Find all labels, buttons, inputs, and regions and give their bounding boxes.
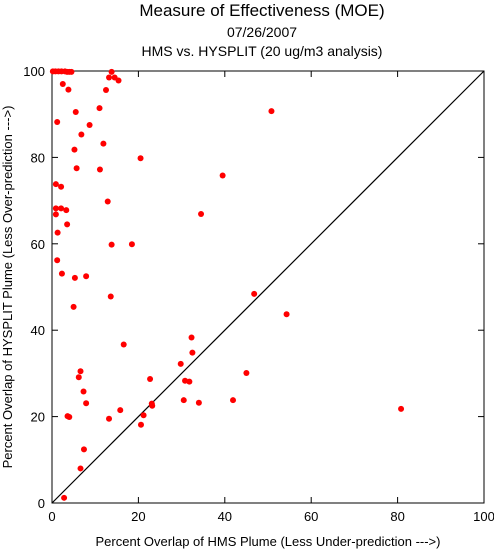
data-point xyxy=(177,360,184,367)
data-point xyxy=(137,421,144,428)
data-point xyxy=(268,108,275,115)
y-tick-label: 20 xyxy=(31,410,45,425)
data-point xyxy=(117,407,124,414)
data-point xyxy=(147,376,154,383)
data-point xyxy=(58,205,65,212)
data-point xyxy=(75,374,82,381)
data-point xyxy=(96,105,103,112)
data-point xyxy=(180,397,187,404)
x-axis-ticks: 0 20 40 60 80 100 xyxy=(48,71,494,524)
plot-area-frame xyxy=(51,70,485,504)
data-point xyxy=(140,412,147,419)
y-tick-label: 100 xyxy=(23,64,45,79)
data-point xyxy=(64,221,71,228)
data-point xyxy=(398,405,405,412)
data-point xyxy=(198,210,205,217)
data-point xyxy=(54,118,61,125)
data-point xyxy=(100,140,107,147)
data-point xyxy=(107,293,114,300)
data-point xyxy=(120,341,127,348)
data-point xyxy=(186,378,193,385)
data-point xyxy=(73,165,80,172)
data-point xyxy=(230,397,237,404)
data-point xyxy=(106,415,113,422)
data-point xyxy=(54,257,61,264)
data-point xyxy=(103,87,109,94)
x-axis-label: Percent Overlap of HMS Plume (Less Under… xyxy=(96,534,441,549)
data-point xyxy=(59,80,66,87)
data-point xyxy=(80,446,87,453)
data-point xyxy=(86,122,93,128)
data-point xyxy=(189,349,196,356)
data-point xyxy=(96,166,103,173)
y-axis-label: Percent Overlap of HYSPLIT Plume (Less O… xyxy=(0,106,15,469)
data-point xyxy=(71,146,78,153)
data-point xyxy=(52,211,59,218)
data-point xyxy=(195,399,202,406)
data-point xyxy=(72,109,79,116)
data-point xyxy=(65,86,72,93)
data-point xyxy=(188,334,195,341)
data-point xyxy=(83,400,90,407)
y-tick-label: 60 xyxy=(31,237,45,252)
data-point xyxy=(66,414,73,421)
data-point xyxy=(219,172,226,179)
data-point xyxy=(251,290,258,297)
x-tick-label: 60 xyxy=(304,509,318,524)
data-point xyxy=(137,155,144,162)
data-point xyxy=(80,388,87,395)
x-tick-label: 40 xyxy=(218,509,232,524)
x-tick-label: 100 xyxy=(473,509,494,524)
x-tick-label: 20 xyxy=(131,509,145,524)
data-point xyxy=(58,270,65,277)
data-point xyxy=(106,74,113,81)
data-point xyxy=(52,205,59,212)
x-tick-label: 80 xyxy=(390,509,404,524)
y-tick-label: 80 xyxy=(31,150,45,165)
x-tick-label: 0 xyxy=(48,509,55,524)
y-tick-label: 0 xyxy=(38,496,45,511)
data-point xyxy=(61,494,68,501)
one-to-one-reference-line xyxy=(51,70,485,504)
chart-subtitle-date: 07/26/2007 xyxy=(227,24,297,40)
data-point xyxy=(71,274,78,281)
data-point xyxy=(108,241,115,248)
data-point xyxy=(83,273,90,280)
data-point xyxy=(77,368,84,375)
y-axis-ticks: 0 20 40 60 80 100 xyxy=(23,64,484,511)
data-point xyxy=(149,402,156,409)
chart-subtitle-analysis: HMS vs. HYSPLIT (20 ug/m3 analysis) xyxy=(142,43,383,59)
data-point xyxy=(52,181,59,188)
data-point xyxy=(54,229,61,236)
data-point xyxy=(78,131,85,138)
data-point xyxy=(283,311,290,318)
data-point xyxy=(243,369,250,376)
chart-title: Measure of Effectiveness (MOE) xyxy=(139,1,384,20)
data-point xyxy=(104,198,111,205)
data-point xyxy=(77,465,84,472)
data-point xyxy=(63,207,70,214)
data-point xyxy=(70,303,77,310)
data-point xyxy=(108,68,115,75)
data-point xyxy=(115,77,122,84)
data-point xyxy=(68,68,75,75)
data-point xyxy=(128,241,135,248)
y-tick-label: 40 xyxy=(31,323,45,338)
data-points xyxy=(49,68,405,501)
data-point xyxy=(58,183,65,190)
